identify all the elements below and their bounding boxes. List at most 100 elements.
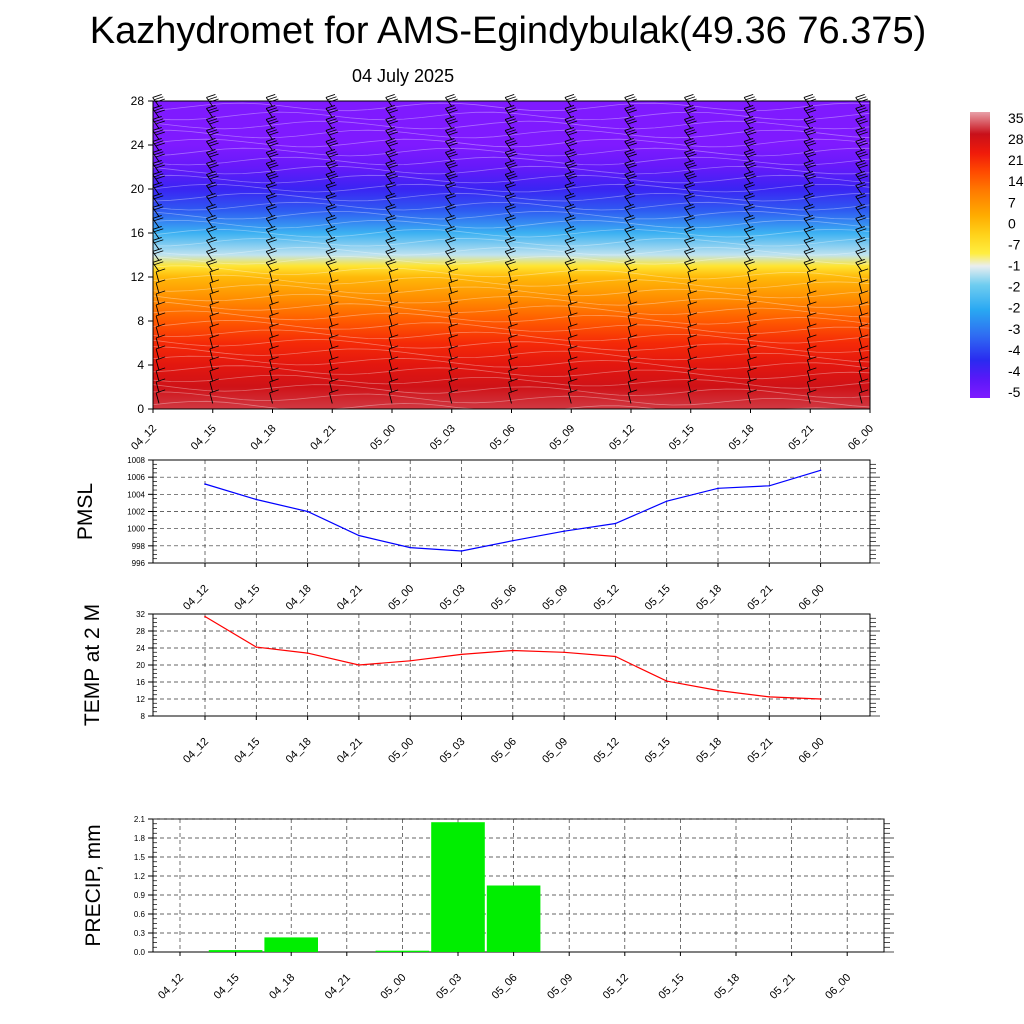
y-tick-label: 16: [136, 678, 145, 687]
wind-barb: [155, 290, 166, 305]
data-point: [409, 659, 412, 662]
x-tick-label: 05_18: [727, 423, 757, 453]
wind-barb: [627, 345, 638, 360]
wind-barb: [206, 215, 218, 228]
wind-barb: [687, 279, 698, 294]
wind-barb: [325, 160, 339, 173]
wind-barb: [448, 345, 459, 360]
data-point: [665, 500, 668, 503]
wind-barb: [624, 105, 637, 118]
wind-barb: [448, 389, 459, 404]
data-point: [204, 483, 206, 485]
wind-barb: [265, 237, 277, 250]
wind-barb: [564, 127, 578, 140]
wind-barb: [445, 171, 458, 184]
x-tick-label: 06_00: [823, 972, 853, 1002]
wind-barb: [747, 356, 757, 371]
wind-barb: [564, 248, 576, 261]
y-tick-label: 0.9: [134, 891, 146, 900]
wind-barb: [564, 237, 576, 250]
temp-2m-grid: [153, 614, 870, 716]
x-tick-label: 04_12: [129, 423, 159, 453]
y-tick-label: 996: [132, 559, 146, 568]
y-tick-label: 1008: [127, 456, 145, 465]
wind-barb: [269, 290, 279, 305]
wind-barb: [325, 171, 339, 184]
wind-barb: [803, 105, 817, 118]
x-tick-label: 04_12: [156, 972, 186, 1002]
data-point: [717, 689, 719, 692]
y-tick-label: 8: [137, 314, 144, 328]
wind-barb: [504, 193, 516, 206]
wind-barb: [445, 226, 457, 239]
wind-barb: [567, 367, 578, 382]
wind-barb: [328, 356, 339, 371]
wind-barb: [858, 312, 869, 327]
wind-barb: [508, 279, 518, 294]
wind-barb: [747, 389, 757, 404]
y-tick-label: 1006: [127, 473, 145, 482]
wind-barb: [209, 268, 220, 283]
wind-barb: [803, 226, 815, 239]
wind-barb: [806, 389, 817, 404]
x-tick-label: 05_09: [545, 972, 575, 1002]
y-tick-label: 12: [136, 695, 145, 704]
wind-barb: [206, 193, 218, 206]
wind-barb: [567, 279, 578, 294]
x-tick-label: 04_18: [249, 423, 279, 453]
wind-barb: [687, 367, 698, 382]
y-tick-label: 4: [137, 358, 144, 372]
y-tick-label: 2.1: [134, 815, 146, 824]
wind-barb: [806, 268, 817, 283]
wind-barb: [806, 345, 817, 360]
wind-barb: [155, 323, 166, 338]
wind-barb: [806, 356, 817, 371]
wind-barb: [328, 323, 339, 338]
wind-barb: [743, 149, 757, 162]
data-point: [768, 696, 771, 698]
wind-barb: [684, 182, 696, 195]
wind-barb: [564, 215, 576, 228]
wind-barb: [803, 171, 817, 184]
colorbar-label: -4: [1008, 363, 1021, 379]
wind-barb: [858, 378, 869, 393]
wind-barb: [567, 389, 578, 404]
data-point: [614, 655, 617, 658]
wind-barb: [743, 160, 757, 173]
wind-barb: [265, 127, 279, 140]
colorbar: [970, 112, 990, 398]
wind-barb: [206, 259, 218, 272]
wind-barb: [209, 389, 220, 404]
wind-barb: [806, 279, 817, 294]
data-point: [819, 698, 822, 700]
wind-barb: [325, 182, 337, 195]
wind-barb: [152, 138, 165, 151]
wind-barb: [445, 105, 458, 118]
y-tick-label: 12: [131, 270, 145, 284]
wind-barb: [858, 345, 869, 360]
x-tick-label: 05_09: [540, 736, 570, 766]
wind-barb: [684, 259, 696, 272]
wind-barb: [269, 378, 279, 393]
wind-barb: [325, 204, 337, 217]
wind-barb: [209, 312, 220, 327]
y-tick-label: 20: [136, 661, 145, 670]
wind-barb: [155, 312, 166, 327]
wind-barb: [803, 138, 817, 151]
wind-barb: [743, 127, 757, 140]
wind-barb: [265, 105, 279, 118]
pmsl-grid: [153, 460, 870, 563]
data-point: [563, 651, 565, 654]
colorbar-label: 14: [1008, 173, 1024, 189]
wind-barb: [806, 378, 817, 393]
wind-barb: [385, 226, 397, 239]
wind-barb: [448, 323, 459, 338]
colorbar-label: 28: [1008, 131, 1024, 147]
wind-barb: [448, 290, 459, 305]
wind-barb: [325, 226, 337, 239]
y-tick-label: 1.5: [134, 853, 146, 862]
wind-barb: [265, 116, 279, 129]
wind-barb: [209, 356, 220, 371]
wind-barb: [508, 268, 518, 283]
